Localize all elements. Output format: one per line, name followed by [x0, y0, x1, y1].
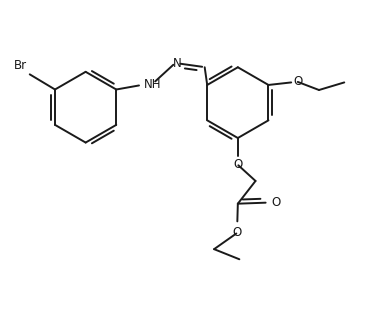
- Text: O: O: [232, 226, 242, 239]
- Text: N: N: [172, 57, 181, 70]
- Text: O: O: [272, 196, 281, 209]
- Text: NH: NH: [144, 78, 162, 91]
- Text: O: O: [293, 76, 303, 89]
- Text: Br: Br: [14, 59, 27, 72]
- Text: O: O: [234, 158, 243, 171]
